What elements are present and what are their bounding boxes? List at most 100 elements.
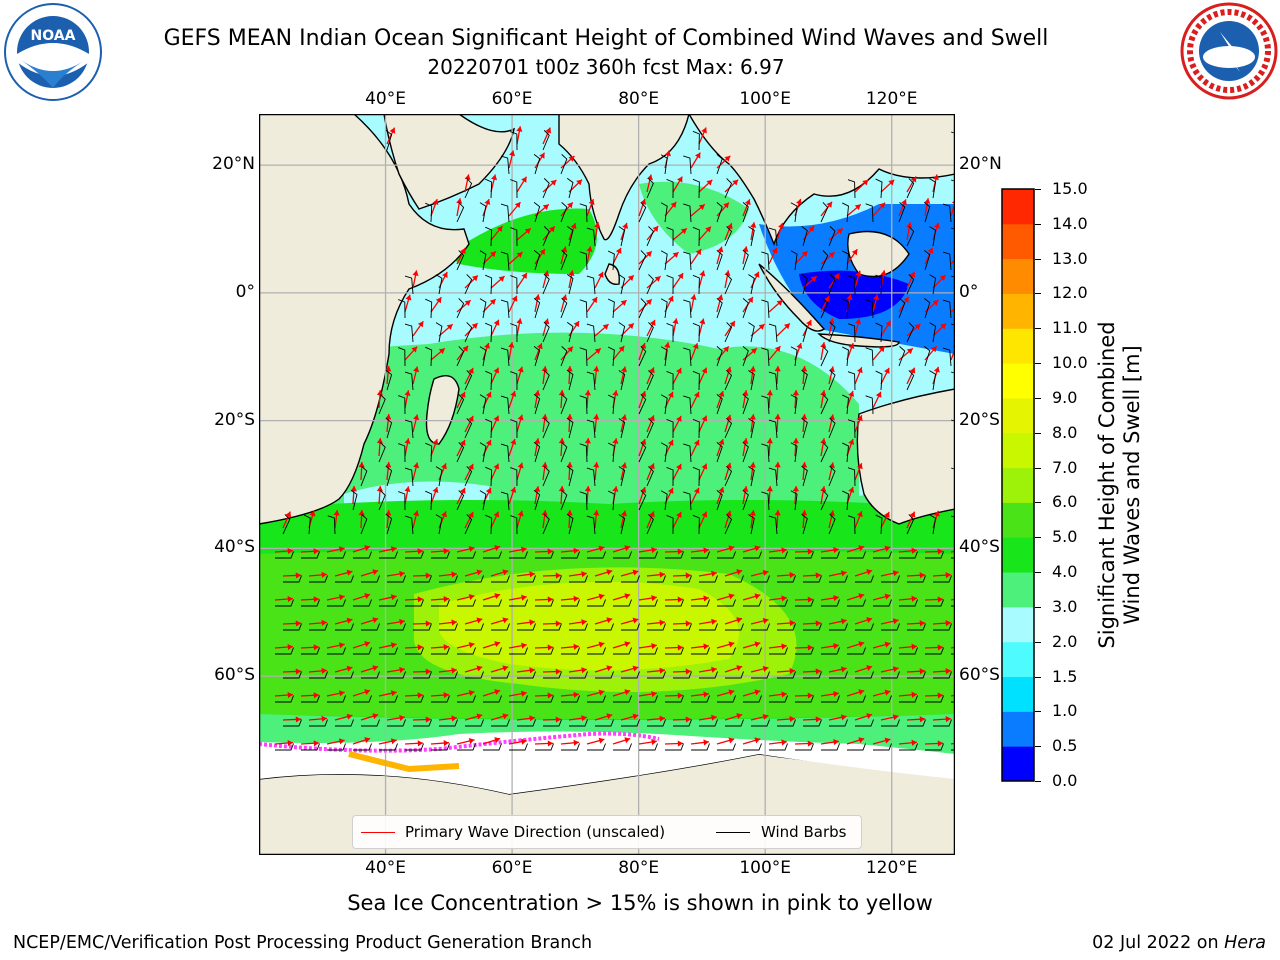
wave-arrow-head-322 <box>547 548 553 555</box>
lon-label-bottom-3: 100°E <box>739 858 792 878</box>
wave-arrow-head-212 <box>566 414 573 420</box>
wind-barb-368 <box>327 599 346 607</box>
wave-arrow-head-448 <box>321 667 327 674</box>
wave-arrow-head-183 <box>884 367 890 374</box>
wind-barb-462 <box>673 671 692 679</box>
wave-arrow-head-249 <box>493 463 500 470</box>
wave-arrow-head-369 <box>364 593 371 599</box>
wave-arrow-head-64 <box>539 248 545 255</box>
wave-arrow-head-470 <box>892 666 899 673</box>
colorbar-tick-mark-7 <box>1035 537 1041 539</box>
wave-arrow-head-41 <box>901 199 907 206</box>
noaa-logo-text: NOAA <box>31 28 76 44</box>
wind-barb-312 <box>275 551 294 559</box>
wave-arrow-head-206 <box>385 414 392 420</box>
wave-arrow-head-202 <box>792 390 799 396</box>
wave-arrow-head-260 <box>774 462 781 468</box>
wave-arrow-head-409 <box>711 618 717 625</box>
wind-barb-384 <box>743 599 762 607</box>
wind-barb-206 <box>385 418 393 439</box>
wind-barb-394 <box>309 623 328 631</box>
wave-arrow-head-110 <box>667 295 674 302</box>
wave-arrow-head-225 <box>376 438 384 444</box>
wind-barb-343 <box>387 575 406 583</box>
wind-barb-410 <box>725 623 744 631</box>
wind-barb-87 <box>618 274 626 295</box>
wave-arrow-head-347 <box>502 569 509 576</box>
wave-arrow-head-329 <box>728 545 735 552</box>
wave-arrow-head-20 <box>862 179 869 186</box>
wave-arrow-head-253 <box>593 462 600 468</box>
noaa-logo: NOAA <box>4 3 102 101</box>
wind-barb-418 <box>933 623 952 631</box>
wave-arrow-head-440 <box>807 644 813 651</box>
wind-barb-248 <box>464 466 473 487</box>
wind-barb-172 <box>586 371 596 391</box>
wind-barb-118 <box>898 298 906 319</box>
wave-arrow-head-50 <box>652 225 659 232</box>
wind-barb-51 <box>666 227 674 247</box>
wave-arrow-head-278 <box>693 487 700 494</box>
wind-barb-180 <box>801 370 808 391</box>
wind-barb-193 <box>560 394 568 415</box>
wind-barb-19 <box>724 178 733 199</box>
wind-barb-27 <box>479 202 487 223</box>
wind-barb-198 <box>683 395 692 415</box>
wind-barb-465 <box>751 671 770 679</box>
wave-arrow-head-207 <box>413 414 420 421</box>
wind-barb-25 <box>425 202 433 223</box>
wave-arrow-head-33 <box>670 201 677 208</box>
wind-barb-445 <box>925 647 944 655</box>
wave-arrow-head-335 <box>884 545 891 552</box>
wind-barb-184 <box>906 370 915 391</box>
wave-arrow-head-100 <box>405 294 412 301</box>
wave-arrow-head-312 <box>287 547 293 555</box>
wave-arrow-head-69 <box>672 252 679 258</box>
wave-arrow-120 <box>950 307 955 313</box>
wave-arrow-head-229 <box>485 439 492 446</box>
wind-barb-475 <box>301 695 320 703</box>
wave-arrow-head-539 <box>573 739 579 746</box>
wave-arrow-head-140 <box>914 324 921 330</box>
wind-barb-401 <box>491 623 510 631</box>
wave-arrow-head-493 <box>781 691 787 698</box>
wave-arrow-head-219 <box>749 414 756 420</box>
colorbar-tick-mark-4 <box>1035 641 1041 643</box>
wind-barb-48 <box>586 227 596 247</box>
wave-arrow-head-248 <box>468 463 474 470</box>
wind-barb-264 <box>950 467 955 470</box>
wave-arrow-head-540 <box>598 737 605 744</box>
wind-barb-26 <box>456 202 465 223</box>
wind-barb-96 <box>875 274 883 295</box>
wave-arrow-head-499 <box>937 692 943 699</box>
wave-arrow-head-94 <box>833 273 840 280</box>
wave-arrow-head-326 <box>651 546 657 554</box>
wave-arrow-head-132 <box>699 318 706 325</box>
wave-arrow-head-146 <box>484 342 490 349</box>
wind-barb-95 <box>847 275 856 295</box>
lat-label-right-2: 20°S <box>959 409 1000 430</box>
wind-barb-287 <box>327 515 336 535</box>
wave-arrow-head-114 <box>776 300 783 306</box>
wave-arrow-head-434 <box>651 642 657 650</box>
wave-arrow-head-491 <box>728 689 735 696</box>
wave-arrow-head-340 <box>321 571 327 578</box>
wind-barb-480 <box>431 695 450 703</box>
wave-arrow-head-49 <box>622 222 629 229</box>
wind-barb-290 <box>404 515 414 535</box>
wind-barb-177 <box>724 370 733 391</box>
wind-barb-165 <box>385 370 393 391</box>
wave-arrow-head-36 <box>744 199 751 206</box>
wave-arrow-head-241 <box>792 438 799 444</box>
wave-arrow-head-209 <box>493 415 500 422</box>
wave-arrow-head-52 <box>705 226 711 233</box>
wave-arrow-head-406 <box>632 617 639 624</box>
wind-barb-106 <box>560 298 568 319</box>
wave-arrow-head-261 <box>801 462 808 468</box>
wave-arrow-head-534 <box>443 739 449 747</box>
wind-barb-91 <box>724 274 733 295</box>
wave-arrow-head-184 <box>909 367 916 374</box>
wind-barb-496 <box>847 695 866 703</box>
wind-barb-442 <box>847 647 866 655</box>
colorbar-tick-label-3: 1.5 <box>1052 666 1078 686</box>
